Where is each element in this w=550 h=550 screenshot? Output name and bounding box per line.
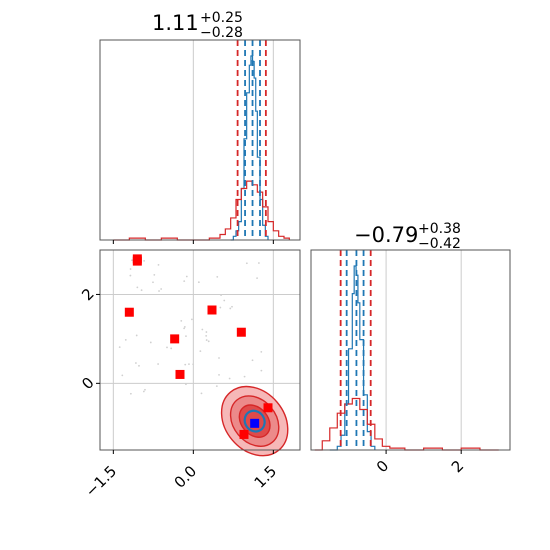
right-hist-frame (310, 249, 511, 451)
scatter-sample-point (231, 305, 233, 308)
scatter-sample-point (183, 280, 186, 283)
scatter-sample-point (121, 374, 124, 377)
scatter-sample-point (180, 319, 183, 322)
right-panel-title-lower: −0.42 (418, 236, 461, 252)
scatter-sample-point (118, 346, 121, 348)
scatter-sample-point (245, 262, 248, 265)
scatter-sample-point (256, 277, 258, 280)
scatter-ytick-label: 0 (78, 374, 97, 393)
scatter-frame (99, 249, 301, 451)
scatter-sample-point (153, 273, 156, 276)
scatter-sample-point (166, 346, 168, 349)
scatter-sample-point (220, 294, 222, 296)
scatter-sample-point (144, 388, 146, 391)
red-square-marker (175, 369, 185, 379)
scatter-sample-point (170, 347, 173, 350)
top-panel-title-upper: +0.25 (200, 10, 243, 26)
red-square-marker (236, 327, 246, 337)
right-panel-title-upper: +0.38 (418, 221, 461, 237)
scatter-sample-point (135, 334, 138, 337)
top-left-histogram-panel (99, 39, 301, 244)
red-square-marker (263, 403, 273, 413)
scatter-sample-point (129, 392, 132, 395)
scatter-sample-point (157, 263, 160, 266)
scatter-sample-point (185, 275, 188, 278)
scatter-sample-point (124, 338, 127, 341)
scatter-sample-point (205, 339, 208, 341)
scatter-sample-point (185, 383, 187, 386)
red-square-marker (207, 305, 217, 315)
scatter-inner-contour (243, 409, 266, 433)
right-hist-xtick-label: 0 (373, 457, 392, 476)
scatter-sample-point (160, 288, 163, 290)
scatter-sample-point (260, 350, 263, 353)
scatter-xtick-label: −1.5 (82, 462, 120, 500)
red-square-marker (124, 307, 134, 317)
blue-square-marker (250, 418, 260, 428)
scatter-sample-point (229, 307, 232, 310)
scatter-sample-point (251, 359, 254, 362)
scatter-sample-point (183, 327, 186, 330)
scatter-sample-point (185, 335, 187, 338)
top-hist-hist-series-0 (230, 55, 269, 241)
bottom-left-scatter-panel: −1.5 0.0 1.5 0 2 (78, 249, 301, 501)
scatter-sample-point (152, 281, 154, 284)
scatter-sample-point (184, 363, 187, 366)
scatter-xtick-label: 1.5 (251, 462, 281, 492)
scatter-sample-point (207, 340, 210, 343)
top-panel-title-lower: −0.28 (200, 25, 243, 41)
scatter-sample-point (223, 299, 226, 302)
scatter-sample-point (200, 392, 203, 395)
scatter-sample-point (188, 363, 190, 366)
scatter-sample-point (218, 357, 220, 359)
scatter-sample-point (143, 259, 146, 262)
scatter-sample-point (205, 334, 208, 337)
right-hist-xtick-label: 2 (448, 457, 467, 476)
scatter-sample-point (142, 390, 145, 393)
scatter-sample-point (129, 268, 132, 270)
scatter-sample-point (149, 341, 152, 344)
scatter-sample-point (243, 375, 246, 378)
scatter-sample-point (258, 262, 260, 264)
scatter-xtick-label: 0.0 (171, 462, 201, 492)
scatter-sample-point (136, 286, 139, 289)
scatter-sample-point (135, 362, 137, 364)
scatter-ytick-label: 2 (78, 285, 97, 304)
scatter-sample-point (205, 331, 208, 333)
scatter-sample-point (129, 274, 132, 277)
top-hist-frame (99, 39, 301, 241)
scatter-sample-point (157, 363, 159, 365)
scatter-sample-point (158, 290, 160, 292)
scatter-sample-point (199, 350, 202, 353)
right-panel-title-value: −0.79 (354, 223, 418, 247)
scatter-sample-point (131, 259, 133, 262)
right-hist-hist-series-1 (314, 397, 499, 451)
scatter-sample-point (140, 289, 143, 292)
top-panel-title-value: 1.11 (152, 11, 199, 35)
scatter-sample-point (215, 385, 218, 388)
scatter-sample-point (201, 328, 204, 331)
scatter-sample-point (183, 325, 186, 328)
right-hist-hist-series-0 (329, 265, 376, 451)
scatter-sample-point (228, 377, 231, 380)
scatter-sample-point (197, 281, 200, 284)
scatter-sample-point (219, 306, 222, 309)
scatter-sample-point (138, 364, 140, 367)
scatter-sample-point (218, 374, 220, 376)
scatter-sample-point (216, 275, 219, 278)
scatter-sample-point (191, 318, 193, 321)
red-square-marker (132, 254, 142, 264)
top-hist-hist-series-1 (113, 180, 290, 241)
scatter-sample-point (260, 369, 263, 372)
scatter-sample-point (192, 363, 195, 366)
red-square-marker (239, 429, 249, 439)
red-square-marker (170, 334, 180, 344)
